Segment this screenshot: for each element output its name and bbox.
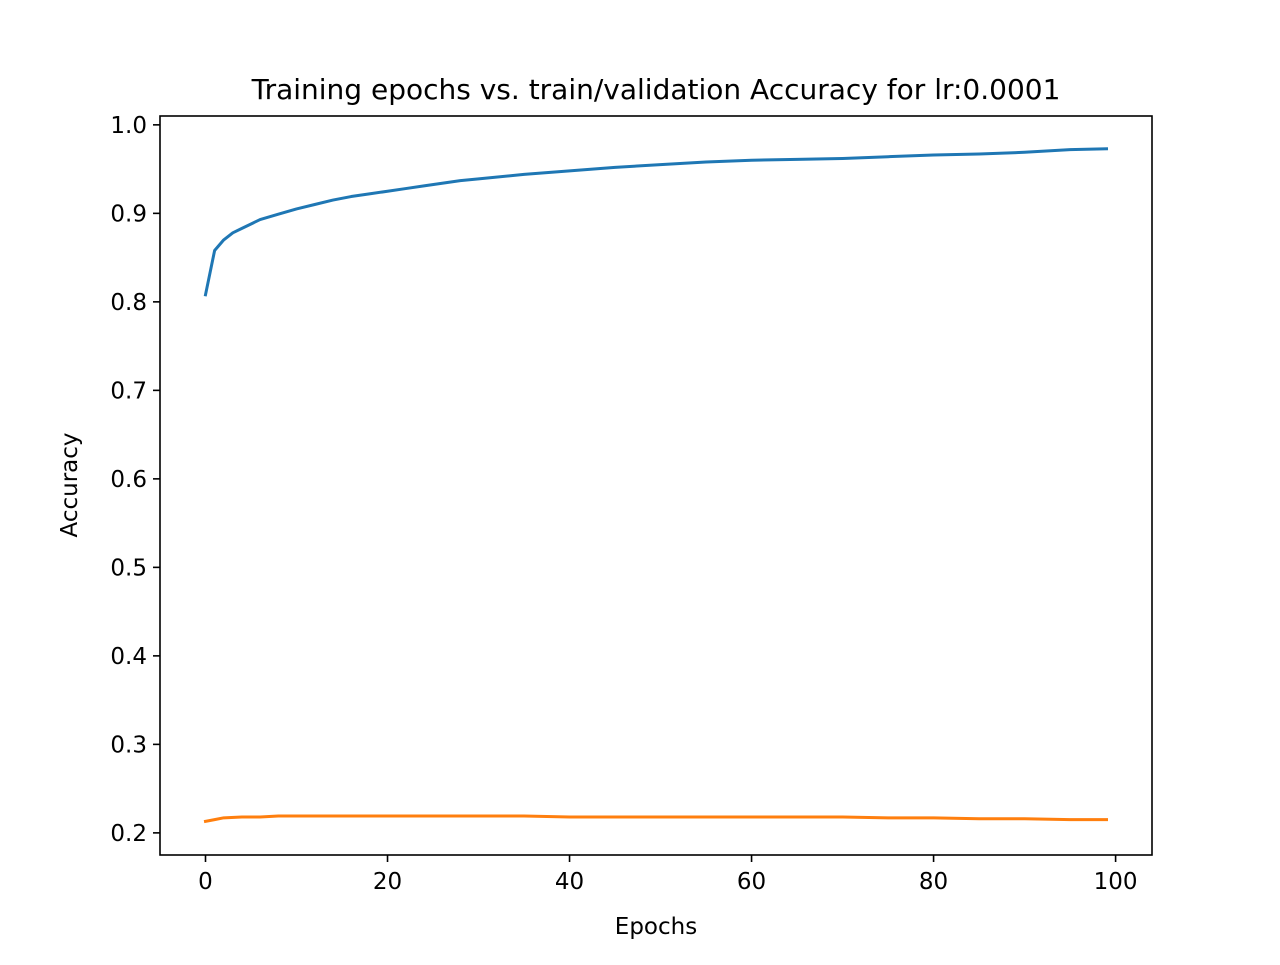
y-tick-label: 0.8 [110,290,147,316]
y-tick-label: 0.3 [110,732,147,758]
plot-frame [159,115,1153,856]
x-axis-ticks: 0 20 40 60 80 100 [198,855,1138,895]
y-tick-label: 0.6 [110,467,147,493]
chart-title: Training epochs vs. train/validation Acc… [251,73,1061,106]
x-tick-label: 100 [1094,869,1138,895]
y-tick-label: 1.0 [110,113,147,139]
x-tick-label: 20 [373,869,402,895]
x-tick-label: 0 [198,869,213,895]
x-axis-label: Epochs [615,914,697,940]
x-tick-label: 80 [919,869,948,895]
y-tick-label: 0.5 [110,555,147,581]
y-axis-ticks: 0.2 0.3 0.4 0.5 0.6 0.7 0.8 0.9 1.0 [110,113,160,847]
x-tick-label: 60 [737,869,766,895]
series-1-line [203,814,1108,824]
y-tick-label: 0.4 [110,644,147,670]
y-axis-label: Accuracy [57,432,83,537]
y-tick-label: 0.9 [110,201,147,227]
x-tick-label: 40 [555,869,584,895]
series-layer [203,147,1109,824]
y-tick-label: 0.2 [110,821,147,847]
y-tick-label: 0.7 [110,378,147,404]
series-0-line [203,147,1109,297]
